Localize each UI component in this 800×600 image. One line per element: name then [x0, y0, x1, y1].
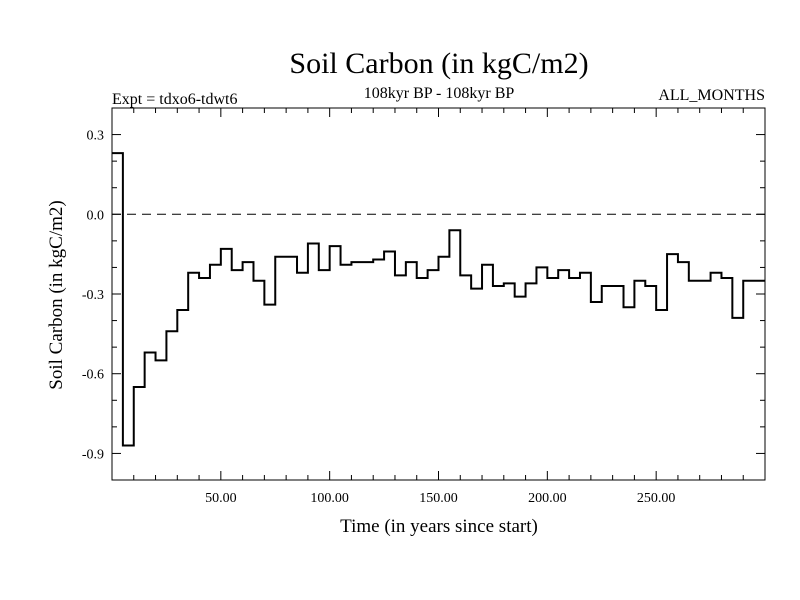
y-tick-label: -0.3 [82, 288, 104, 303]
x-tick-label: 200.00 [528, 491, 567, 506]
x-tick-label: 150.00 [419, 491, 458, 506]
months-label: ALL_MONTHS [658, 87, 765, 104]
x-axis-label: Time (in years since start) [340, 516, 538, 537]
y-tick-label: -0.6 [82, 368, 104, 383]
y-axis-ticks: 0.3 0.0 -0.3 -0.6 -0.9 [82, 107, 765, 481]
period-label: 108kyr BP - 108kyr BP [364, 85, 515, 102]
y-tick-label: -0.9 [82, 447, 104, 462]
y-axis-label: Soil Carbon (in kgC/m2) [46, 200, 67, 389]
soil-carbon-series-line [112, 152, 765, 447]
x-tick-label: 250.00 [637, 491, 676, 506]
experiment-label: Expt = tdxo6-tdwt6 [112, 91, 237, 108]
chart-title: Soil Carbon (in kgC/m2) [289, 47, 588, 80]
y-tick-label: 0.0 [87, 208, 105, 223]
y-tick-label: 0.3 [87, 129, 105, 144]
x-tick-label: 100.00 [310, 491, 349, 506]
x-tick-label: 50.00 [205, 491, 237, 506]
x-axis-ticks: 50.00 100.00 150.00 200.00 250.00 [133, 108, 744, 506]
